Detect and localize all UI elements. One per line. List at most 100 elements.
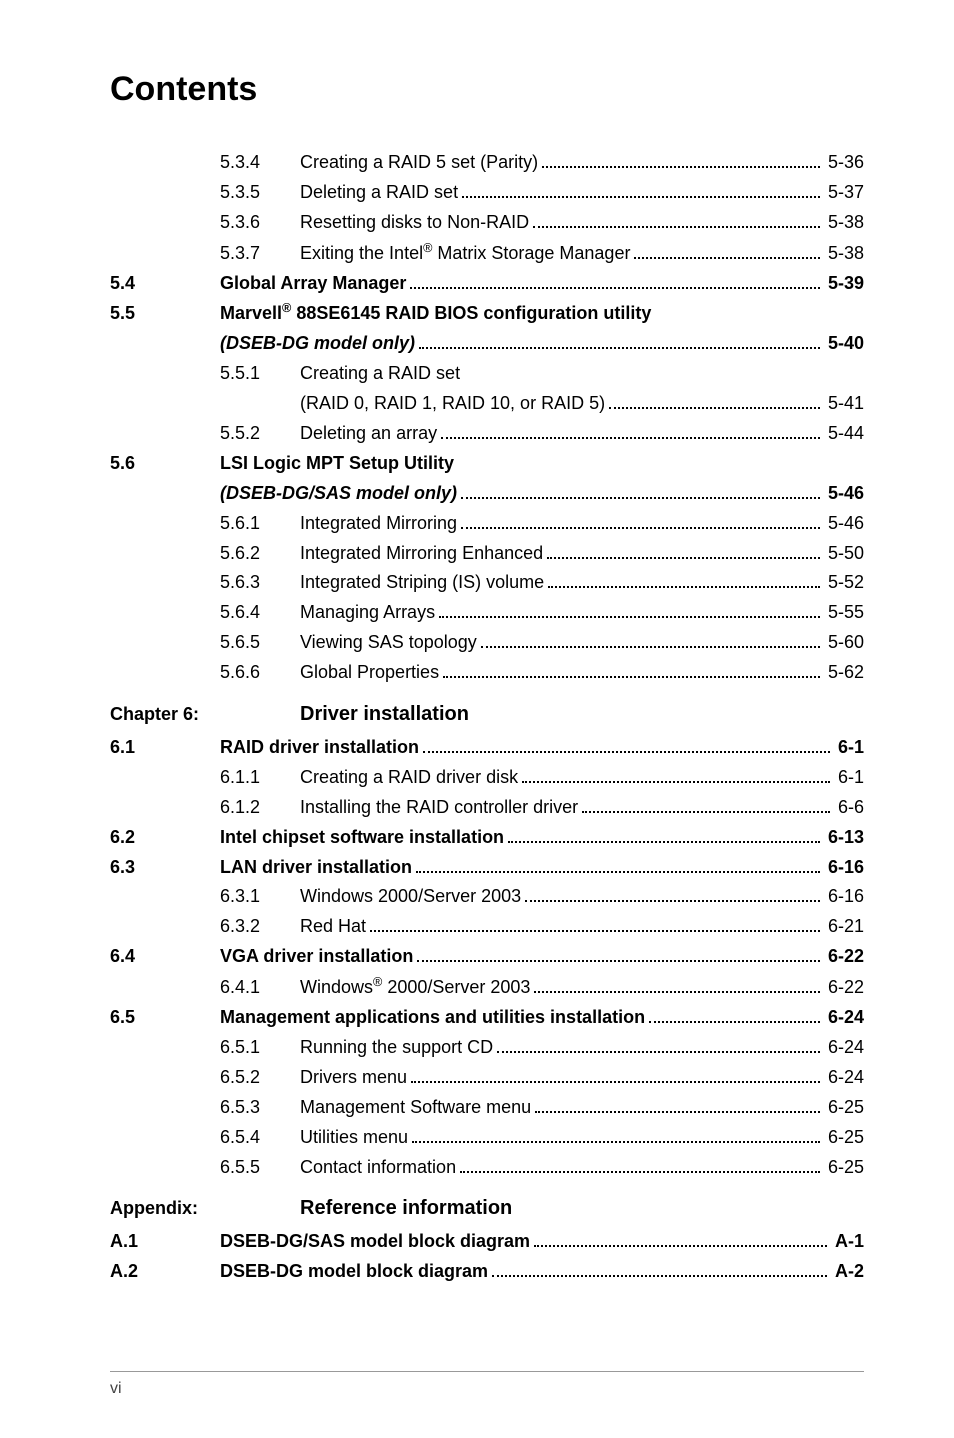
toc-page: 5-55 — [824, 599, 864, 627]
toc-label: (DSEB-DG/SAS model only) — [220, 480, 457, 508]
toc-label-area: Managing Arrays5-55 — [300, 599, 864, 627]
toc-label: Creating a RAID driver disk — [300, 764, 518, 792]
toc-row: 5.6.2Integrated Mirroring Enhanced5-50 — [110, 540, 864, 568]
toc-label: Global Properties — [300, 659, 439, 687]
toc-row: 6.5Management applications and utilities… — [110, 1004, 864, 1032]
toc-subsection-number: 5.5.2 — [220, 420, 300, 448]
toc-page: A-1 — [831, 1228, 864, 1256]
toc-subsection-number: 6.1.1 — [220, 764, 300, 792]
toc-subsection-number: 5.3.7 — [220, 240, 300, 268]
toc-label-area: Running the support CD6-24 — [300, 1034, 864, 1062]
toc-leader — [525, 886, 820, 902]
toc-row: 6.5.1Running the support CD6-24 — [110, 1034, 864, 1062]
toc-row: 5.3.4Creating a RAID 5 set (Parity)5-36 — [110, 149, 864, 177]
toc-label: Utilities menu — [300, 1124, 408, 1152]
toc-label-area: Creating a RAID 5 set (Parity)5-36 — [300, 149, 864, 177]
toc-label-area: Global Array Manager5-39 — [220, 270, 864, 298]
page-title: Contents — [110, 70, 864, 109]
toc-subsection-number: 5.6.5 — [220, 629, 300, 657]
toc-leader — [417, 946, 820, 962]
toc-label-area: (DSEB-DG model only)5-40 — [220, 330, 864, 358]
toc-subsection-number: 5.3.4 — [220, 149, 300, 177]
toc-page: 6-1 — [834, 734, 864, 762]
toc-leader — [542, 152, 820, 168]
toc-subsection-number: 5.5.1 — [220, 360, 300, 388]
toc-page: 6-22 — [824, 974, 864, 1002]
toc-leader — [370, 916, 820, 932]
toc-leader — [533, 211, 820, 227]
toc-row: 5.3.5Deleting a RAID set5-37 — [110, 179, 864, 207]
toc-chapter-row: Chapter 6:Driver installation — [110, 699, 864, 730]
toc-page: 5-50 — [824, 540, 864, 568]
toc-row: 5.6LSI Logic MPT Setup Utility — [110, 450, 864, 478]
toc-subsection-number: 5.3.6 — [220, 209, 300, 237]
toc-subsection-number: 6.3.1 — [220, 883, 300, 911]
toc-leader — [481, 632, 820, 648]
toc-label: Red Hat — [300, 913, 366, 941]
toc-row: A.1DSEB-DG/SAS model block diagramA-1 — [110, 1228, 864, 1256]
toc-label-area: Integrated Mirroring Enhanced 5-50 — [300, 540, 864, 568]
toc-page: 6-21 — [824, 913, 864, 941]
toc-subsection-number: 6.5.4 — [220, 1124, 300, 1152]
toc-label: Exiting the Intel® Matrix Storage Manage… — [300, 239, 630, 268]
toc-page: 6-24 — [824, 1004, 864, 1032]
toc-subsection-number: 6.5.3 — [220, 1094, 300, 1122]
toc-leader — [497, 1037, 820, 1053]
toc-leader — [649, 1007, 820, 1023]
toc-label: LSI Logic MPT Setup Utility — [220, 450, 454, 478]
toc-label: Management Software menu — [300, 1094, 531, 1122]
toc-row: 5.4Global Array Manager5-39 — [110, 270, 864, 298]
toc-subsection-number: 6.4.1 — [220, 974, 300, 1002]
toc-leader — [547, 542, 820, 558]
toc-row: 6.4.1Windows® 2000/Server 2003 6-22 — [110, 973, 864, 1002]
toc-label-area: Marvell® 88SE6145 RAID BIOS configuratio… — [220, 299, 864, 328]
toc-label-area: Red Hat 6-21 — [300, 913, 864, 941]
toc-row: (DSEB-DG model only)5-40 — [110, 330, 864, 358]
toc-page: 5-40 — [824, 330, 864, 358]
toc-page: 6-16 — [824, 854, 864, 882]
toc-label-area: DSEB-DG/SAS model block diagramA-1 — [220, 1228, 864, 1256]
toc-page: 6-25 — [824, 1124, 864, 1152]
toc-label: Running the support CD — [300, 1034, 493, 1062]
toc-label-area: Exiting the Intel® Matrix Storage Manage… — [300, 239, 864, 268]
toc-row: 5.5.1Creating a RAID set — [110, 360, 864, 388]
toc-section-number: 6.5 — [110, 1004, 220, 1032]
toc-page: 6-1 — [834, 764, 864, 792]
toc-subsection-number: 6.1.2 — [220, 794, 300, 822]
toc-label-area: Integrated Striping (IS) volume5-52 — [300, 569, 864, 597]
toc-row: A.2DSEB-DG model block diagramA-2 — [110, 1258, 864, 1286]
toc-section-number: 6.1 — [110, 734, 220, 762]
toc-label: DSEB-DG model block diagram — [220, 1258, 488, 1286]
footer: vi — [110, 1371, 864, 1398]
toc-page: 5-46 — [824, 480, 864, 508]
toc-row: 5.6.1Integrated Mirroring5-46 — [110, 510, 864, 538]
toc-leader — [419, 333, 820, 349]
toc-leader — [411, 1066, 820, 1082]
toc-section-number: 5.4 — [110, 270, 220, 298]
toc-label: Windows® 2000/Server 2003 — [300, 973, 530, 1002]
toc-chapter-title: Driver installation — [300, 699, 469, 730]
footer-page-number: vi — [110, 1380, 122, 1397]
toc-label: Viewing SAS topology — [300, 629, 477, 657]
toc-label-area: Viewing SAS topology5-60 — [300, 629, 864, 657]
toc-label-area: (RAID 0, RAID 1, RAID 10, or RAID 5)5-41 — [300, 390, 864, 418]
toc-row: 6.3.1Windows 2000/Server 20036-16 — [110, 883, 864, 911]
toc-subsection-number: 6.5.5 — [220, 1154, 300, 1182]
toc-page: A-2 — [831, 1258, 864, 1286]
toc-subsection-number: 6.5.1 — [220, 1034, 300, 1062]
toc-label-area: Drivers menu6-24 — [300, 1064, 864, 1092]
toc-label: Creating a RAID set — [300, 360, 460, 388]
toc-row: 5.5.2Deleting an array5-44 — [110, 420, 864, 448]
toc-row: 6.3LAN driver installation6-16 — [110, 854, 864, 882]
toc-row: (DSEB-DG/SAS model only) 5-46 — [110, 480, 864, 508]
toc-row: 6.3.2Red Hat6-21 — [110, 913, 864, 941]
toc-leader — [441, 423, 820, 439]
toc-page: 6-6 — [834, 794, 864, 822]
toc-label: Integrated Mirroring Enhanced — [300, 540, 543, 568]
toc-page: 6-13 — [824, 824, 864, 852]
toc-page: 5-46 — [824, 510, 864, 538]
toc-label: Creating a RAID 5 set (Parity) — [300, 149, 538, 177]
toc-label-area: Utilities menu 6-25 — [300, 1124, 864, 1152]
toc-leader — [443, 662, 820, 678]
toc-page: 5-41 — [824, 390, 864, 418]
